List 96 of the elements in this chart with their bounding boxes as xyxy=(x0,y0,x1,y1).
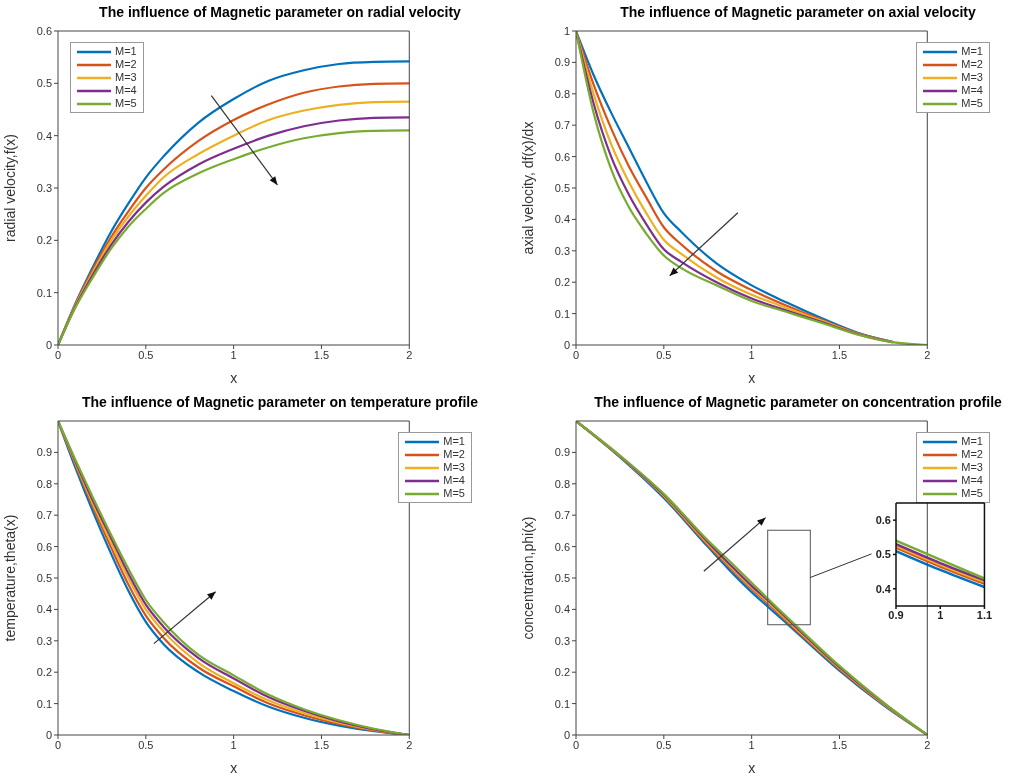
x-tick-label: 2 xyxy=(924,738,931,751)
legend-label: M=4 xyxy=(115,84,137,97)
legend-label: M=4 xyxy=(443,474,465,487)
x-tick-label: 0 xyxy=(572,348,580,361)
legend-label: M=1 xyxy=(961,435,983,448)
x-tick-label: 1 xyxy=(748,348,755,361)
y-tick-label: 0.1 xyxy=(554,697,570,710)
legend-label: M=5 xyxy=(443,487,465,500)
y-tick-label: 0.7 xyxy=(36,509,52,522)
y-tick-label: 0.9 xyxy=(554,446,570,459)
y-axis-title: temperature,theta(x) xyxy=(1,514,18,642)
x-tick-label: 0 xyxy=(54,348,62,361)
x-tick-label: 1 xyxy=(230,738,237,751)
x-axis-title: x xyxy=(230,760,238,776)
y-tick-label: 0.1 xyxy=(554,307,570,320)
chart-title: The influence of Magnetic parameter on axial velocity xyxy=(620,4,976,20)
y-tick-label: 0.9 xyxy=(36,446,52,459)
y-tick-label: 0.3 xyxy=(554,634,570,647)
x-axis-title: x xyxy=(230,370,238,386)
legend-label: M=3 xyxy=(115,71,137,84)
chart-title: The influence of Magnetic parameter on temperature profile xyxy=(82,394,478,410)
y-axis-title: concentration,phi(x) xyxy=(519,516,536,640)
x-tick-label: 1 xyxy=(936,608,943,621)
y-tick-label: 0.3 xyxy=(36,181,52,194)
legend-label: M=5 xyxy=(961,97,983,110)
x-tick-label: 0.5 xyxy=(656,738,672,751)
y-tick-label: 0.5 xyxy=(554,571,570,584)
legend-label: M=2 xyxy=(443,448,465,461)
legend-label: M=2 xyxy=(961,448,983,461)
x-tick-label: 0.5 xyxy=(138,738,154,751)
y-tick-label: 0.2 xyxy=(554,666,570,679)
x-axis-title: x xyxy=(748,760,756,776)
x-tick-label: 2 xyxy=(406,348,413,361)
x-tick-label: 1 xyxy=(230,348,237,361)
y-tick-label: 0.6 xyxy=(36,540,52,553)
legend-label: M=1 xyxy=(115,45,137,58)
y-tick-label: 0.5 xyxy=(36,571,52,584)
y-tick-label: 0.8 xyxy=(554,87,570,100)
x-tick-label: 2 xyxy=(924,348,931,361)
y-tick-label: 0.4 xyxy=(554,603,570,616)
y-tick-label: 0.9 xyxy=(554,56,570,69)
legend-label: M=2 xyxy=(961,58,983,71)
x-tick-label: 1.1 xyxy=(976,608,992,621)
x-tick-label: 1.5 xyxy=(313,348,330,361)
y-tick-label: 0.6 xyxy=(554,150,570,163)
y-tick-label: 0.8 xyxy=(36,477,52,490)
legend-label: M=3 xyxy=(443,461,465,474)
y-tick-label: 0.3 xyxy=(36,634,52,647)
legend-label: M=4 xyxy=(961,474,983,487)
y-tick-label: 0.4 xyxy=(875,582,892,595)
y-tick-label: 0 xyxy=(563,728,570,741)
y-tick-label: 0.1 xyxy=(36,697,52,710)
y-tick-label: 0 xyxy=(563,338,570,351)
y-tick-label: 0.6 xyxy=(36,24,52,37)
x-tick-label: 0.5 xyxy=(138,348,154,361)
y-tick-label: 0.2 xyxy=(554,276,570,289)
y-tick-label: 1 xyxy=(563,24,570,37)
y-tick-label: 0.6 xyxy=(875,513,891,526)
legend-label: M=5 xyxy=(961,487,983,500)
legend-label: M=3 xyxy=(961,71,983,84)
x-tick-label: 1.5 xyxy=(831,348,848,361)
y-axis-title: radial velocity,f(x) xyxy=(1,134,18,242)
x-tick-label: 0.5 xyxy=(656,348,672,361)
y-tick-label: 0.5 xyxy=(875,548,891,561)
y-tick-label: 0.2 xyxy=(36,234,52,247)
x-tick-label: 1 xyxy=(748,738,755,751)
legend-label: M=3 xyxy=(961,461,983,474)
y-tick-label: 0.2 xyxy=(36,666,52,679)
x-tick-label: 0 xyxy=(54,738,62,751)
y-tick-label: 0.8 xyxy=(554,477,570,490)
x-tick-label: 2 xyxy=(406,738,413,751)
chart-title: The influence of Magnetic parameter on radial velocity xyxy=(99,4,461,20)
y-tick-label: 0.3 xyxy=(554,244,570,257)
x-tick-label: 1.5 xyxy=(313,738,330,751)
legend-label: M=5 xyxy=(115,97,137,110)
legend-label: M=1 xyxy=(443,435,465,448)
y-tick-label: 0.6 xyxy=(554,540,570,553)
y-tick-label: 0 xyxy=(45,338,52,351)
y-tick-label: 0.7 xyxy=(554,119,570,132)
y-tick-label: 0 xyxy=(45,728,52,741)
y-tick-label: 0.4 xyxy=(36,603,52,616)
legend-label: M=2 xyxy=(115,58,137,71)
y-tick-label: 0.5 xyxy=(554,181,570,194)
legend-label: M=4 xyxy=(961,84,983,97)
x-tick-label: 1.5 xyxy=(831,738,848,751)
x-tick-label: 0 xyxy=(572,738,580,751)
y-tick-label: 0.1 xyxy=(36,286,52,299)
legend-label: M=1 xyxy=(961,45,983,58)
x-axis-title: x xyxy=(748,370,756,386)
y-tick-label: 0.4 xyxy=(554,213,570,226)
y-tick-label: 0.4 xyxy=(36,129,52,142)
y-tick-label: 0.5 xyxy=(36,77,52,90)
y-axis-title: axial velocity, df(x)/dx xyxy=(519,121,536,255)
y-tick-label: 0.7 xyxy=(554,509,570,522)
x-tick-label: 0.9 xyxy=(887,608,904,621)
chart-title: The influence of Magnetic parameter on concentration profile xyxy=(594,394,1002,410)
